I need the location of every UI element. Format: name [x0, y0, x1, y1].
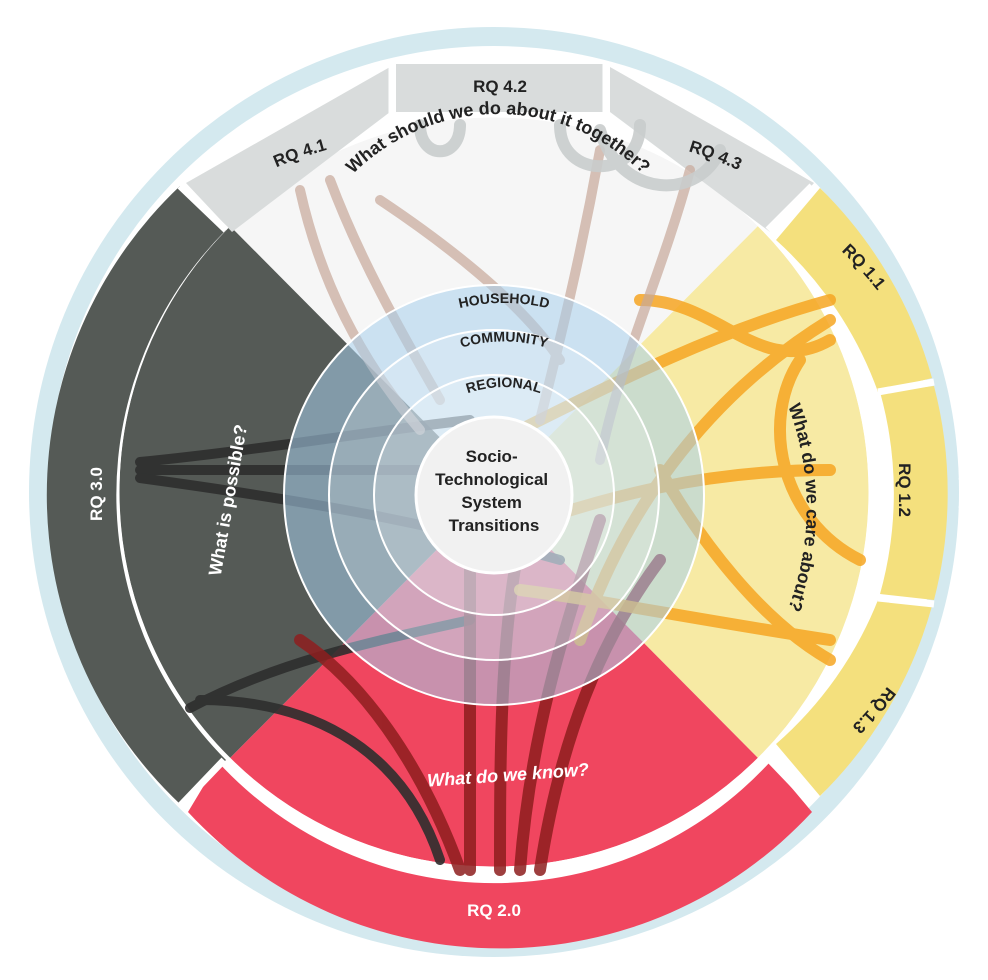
segment-rq20[interactable]	[188, 762, 812, 949]
center-circle	[414, 415, 574, 575]
center-line-3: System	[461, 493, 521, 512]
segment-rq43[interactable]	[610, 67, 814, 232]
center-line-1: Socio-	[466, 447, 518, 466]
segment-rq30[interactable]	[46, 186, 227, 804]
center-label: Socio- Technological System Transitions	[435, 447, 553, 535]
center-line-2: Technological	[435, 470, 548, 489]
segment-rq13[interactable]	[776, 600, 932, 796]
segment-rq42[interactable]	[396, 64, 604, 112]
ring-label-regional: REGIONAL	[464, 374, 545, 396]
label-rq30: RQ 3.0	[87, 467, 106, 521]
segment-rq12[interactable]	[880, 386, 948, 600]
ring-label-household: HOUSEHOLD	[457, 290, 551, 311]
segment-rq41[interactable]	[186, 67, 390, 232]
ring-arrow-icon	[958, 478, 972, 508]
top-arcs	[414, 119, 726, 192]
ring-label-community: COMMUNITY	[458, 328, 551, 350]
scale-rings	[283, 284, 705, 706]
segment-dividers	[177, 62, 935, 809]
outer-segments	[46, 64, 948, 949]
center-line-4: Transitions	[449, 516, 540, 535]
segment-rq11[interactable]	[776, 188, 932, 392]
label-rq20: RQ 2.0	[467, 901, 521, 920]
label-rq12: RQ 1.2	[895, 463, 914, 517]
label-rq42: RQ 4.2	[473, 77, 527, 96]
